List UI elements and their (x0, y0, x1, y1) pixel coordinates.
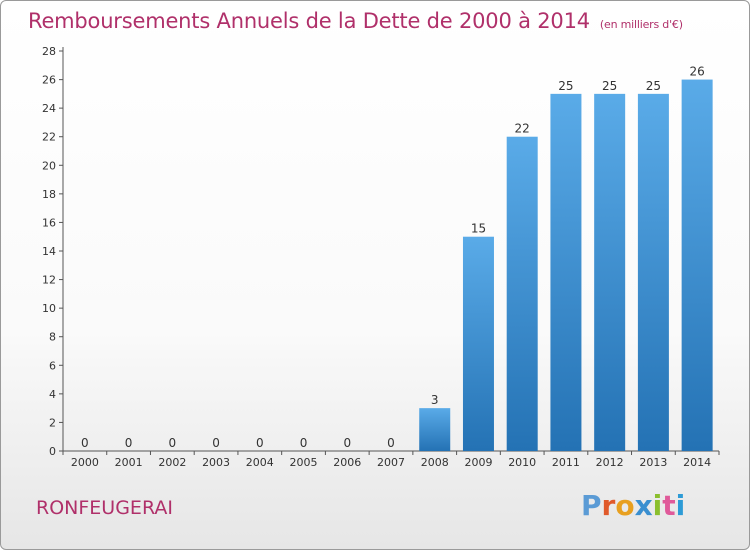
y-tick-label: 24 (42, 102, 56, 115)
x-tick-label: 2005 (290, 456, 318, 469)
chart-title-text: Remboursements Annuels de la Dette de 20… (28, 9, 590, 33)
logo-letter: i (652, 489, 663, 522)
y-tick-label: 4 (49, 388, 56, 401)
x-tick-label: 2013 (639, 456, 667, 469)
bar-2013 (637, 93, 669, 451)
x-tick-label: 2010 (508, 456, 536, 469)
y-tick-label: 28 (42, 45, 56, 58)
data-label-2003: 0 (212, 436, 220, 450)
bar-2010 (506, 136, 538, 451)
data-label-2014: 26 (689, 65, 704, 79)
bar-2009 (462, 236, 494, 451)
data-label-2013: 25 (646, 79, 661, 93)
x-axis: 2000 2001 2002 2003 2004 2005 2006 2007 2008 2009… (62, 450, 720, 469)
data-label-2011: 25 (558, 79, 573, 93)
x-tick-label: 2008 (421, 456, 449, 469)
bar-2008 (419, 408, 451, 451)
data-label-2002: 0 (169, 436, 177, 450)
y-tick-label: 12 (42, 274, 56, 287)
logo-letter: o (615, 489, 635, 522)
x-tick-label: 2001 (115, 456, 143, 469)
x-tick-label: 2009 (464, 456, 492, 469)
y-tick-label: 8 (49, 331, 56, 344)
data-label-2006: 0 (343, 436, 351, 450)
y-tick-label: 14 (42, 245, 56, 258)
data-label-2012: 25 (602, 79, 617, 93)
logo-letter: x (634, 489, 653, 522)
commune-name: RONFEUGERAI (36, 497, 173, 519)
data-label-2000: 0 (81, 436, 89, 450)
data-label-2007: 0 (387, 436, 395, 450)
y-tick-label: 10 (42, 302, 56, 315)
x-tick-label: 2004 (246, 456, 274, 469)
logo-letter: r (601, 489, 616, 522)
x-tick-label: 2007 (377, 456, 405, 469)
y-tick-label: 20 (42, 159, 56, 172)
bars (419, 79, 713, 452)
y-tick-label: 2 (49, 416, 56, 429)
x-tick-label: 2012 (596, 456, 624, 469)
chart-unit: (en milliers d'€) (599, 18, 683, 31)
y-tick-label: 22 (42, 131, 56, 144)
x-tick-label: 2014 (683, 456, 711, 469)
y-tick-label: 26 (42, 74, 56, 87)
y-tick-label: 18 (42, 188, 56, 201)
bar-2012 (594, 93, 626, 451)
x-tick-label: 2002 (158, 456, 186, 469)
data-label-2009: 15 (471, 222, 486, 236)
bar-2011 (550, 93, 582, 451)
data-labels: 0 0 0 0 0 0 0 0 3 15 22 25 25 25 26 (81, 65, 705, 450)
x-tick-label: 2000 (71, 456, 99, 469)
y-tick-label: 16 (42, 216, 56, 229)
logo-letter: P (581, 489, 602, 522)
y-tick-label: 0 (49, 445, 56, 458)
data-label-2005: 0 (300, 436, 308, 450)
x-tick-label: 2003 (202, 456, 230, 469)
y-tick-label: 6 (49, 359, 56, 372)
data-label-2008: 3 (431, 393, 439, 407)
x-tick-label: 2011 (552, 456, 580, 469)
bar-2014 (681, 79, 713, 452)
data-label-2010: 22 (515, 122, 530, 136)
chart-title: Remboursements Annuels de la Dette de 20… (28, 9, 683, 33)
data-label-2004: 0 (256, 436, 264, 450)
proxiti-logo: Proxiti (581, 489, 685, 522)
data-label-2001: 0 (125, 436, 133, 450)
logo-letter: t (662, 489, 676, 522)
x-tick-label: 2006 (333, 456, 361, 469)
logo-letter: i (675, 489, 686, 522)
